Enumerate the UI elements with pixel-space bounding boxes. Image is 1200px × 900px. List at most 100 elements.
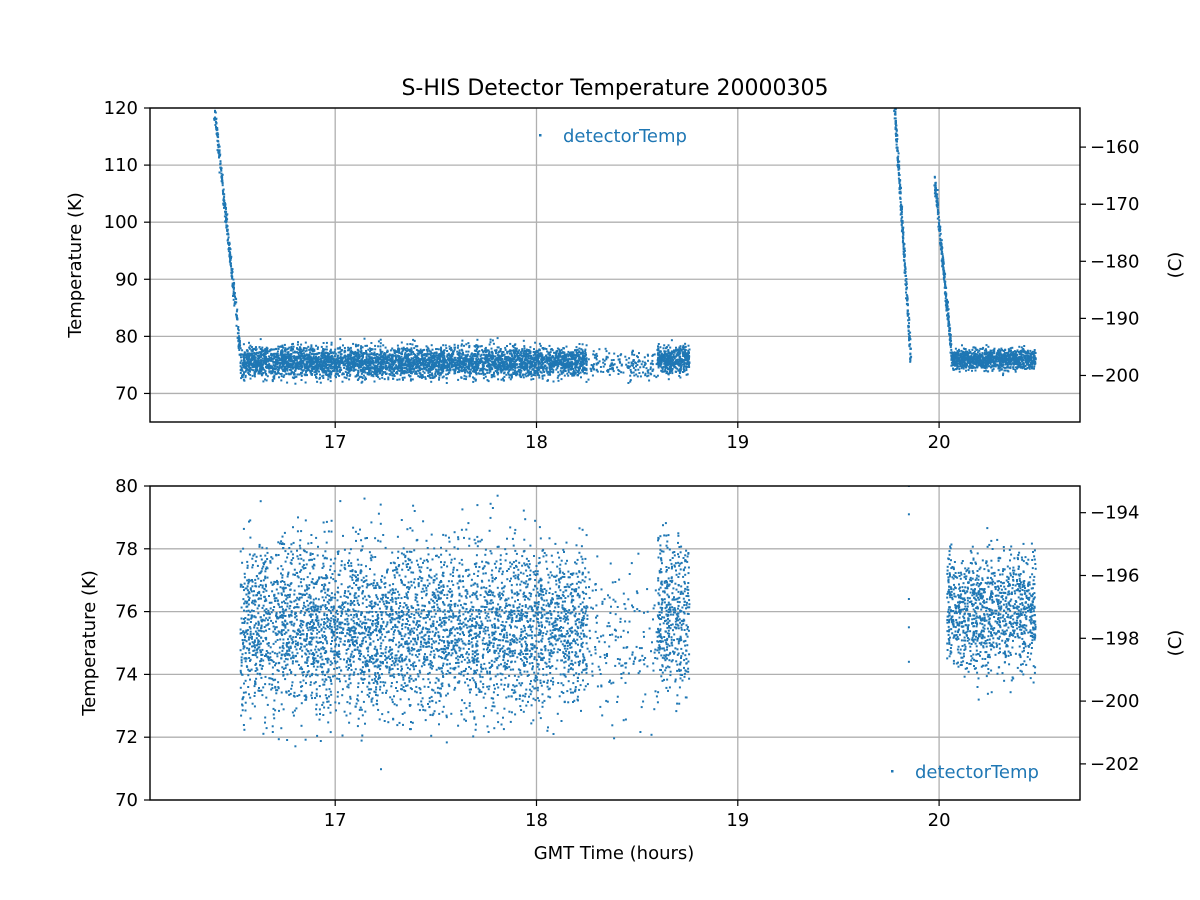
data-point [533,372,536,375]
data-point [569,358,572,361]
data-point [422,370,425,373]
data-point [475,359,478,362]
data-point [235,298,238,301]
data-point [480,368,482,371]
data-point [356,344,359,347]
data-point [571,372,574,375]
data-point [450,366,453,369]
data-point [582,354,585,357]
data-point [312,366,315,369]
data-point [245,356,248,359]
data-point [264,371,267,374]
data-point [584,355,587,358]
data-point [222,191,225,193]
data-point [369,359,372,362]
data-point [257,362,260,365]
data-point [419,367,422,370]
data-point [493,349,496,352]
data-point [575,354,578,357]
data-point [314,373,317,376]
data-point [396,372,399,375]
data-point [608,373,611,376]
data-point [388,356,391,359]
data-point [399,374,402,377]
data-point [522,360,525,363]
data-point [238,335,240,338]
data-point [575,369,578,372]
data-point [472,370,475,373]
data-point [397,367,400,370]
data-point [472,376,474,379]
data-point [496,353,499,356]
data-point [361,354,364,357]
data-point [446,363,449,366]
data-point [498,350,501,353]
data-point [230,272,233,275]
data-point [563,347,565,350]
data-point [458,366,461,369]
data-point [396,368,399,371]
data-point [453,370,456,373]
data-point [402,357,405,360]
data-point [524,357,527,360]
data-point [383,361,386,364]
data-point [345,365,348,368]
data-point [322,342,325,344]
data-point [310,362,313,365]
data-point [503,361,506,364]
data-point [329,375,332,378]
chart-title: S-HIS Detector Temperature 20000305 [401,76,828,101]
data-point [341,359,344,362]
data-point [433,355,436,358]
data-point [563,374,566,377]
data-point [634,361,637,364]
data-point [334,352,337,355]
data-point [561,355,564,358]
data-point [248,362,250,365]
data-point [472,354,475,357]
data-point [534,370,537,373]
data-point [425,345,428,348]
data-point [318,361,321,364]
data-point [306,369,309,372]
data-point [364,362,367,365]
data-point [498,354,501,357]
data-point [445,361,448,364]
data-point [461,353,464,356]
data-point [257,357,260,360]
data-point [256,357,259,360]
data-point [552,371,554,374]
data-point [437,355,440,358]
data-point [305,366,308,368]
data-point [496,337,499,340]
data-point [564,353,567,356]
data-point [231,277,234,280]
data-point [310,352,313,355]
data-point [508,369,511,372]
data-point [249,362,252,365]
data-point [248,369,251,371]
data-point [573,354,576,357]
data-point [318,363,321,366]
data-point [629,374,632,377]
data-point [404,348,407,351]
data-point [364,359,367,362]
data-point [622,371,625,374]
data-point [463,374,466,377]
data-point [285,357,288,360]
data-point [491,352,494,355]
data-point [287,366,290,368]
data-point [548,352,551,354]
data-point [582,368,585,371]
data-point [595,358,598,361]
data-point [365,351,368,354]
data-point [226,213,229,216]
data-point [309,359,312,362]
data-point [550,358,553,361]
data-point [300,362,303,365]
data-point [354,368,357,371]
data-point [475,362,478,365]
data-point [463,377,466,380]
data-point [353,355,356,358]
data-point [638,352,640,355]
